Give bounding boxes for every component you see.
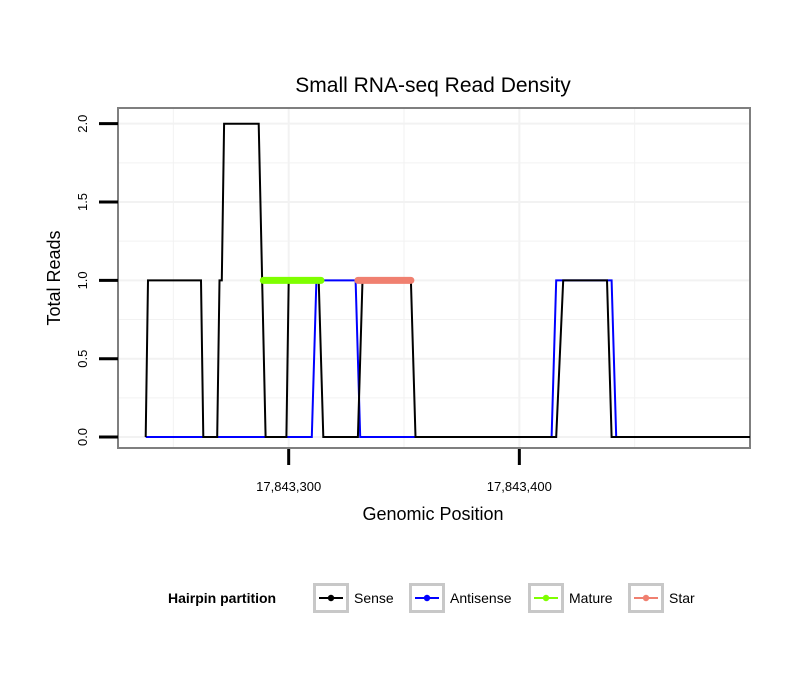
legend-key-dot [542,594,550,602]
series-antisense-line [145,279,693,438]
legend-label-antisense: Antisense [450,590,512,606]
legend-label-sense: Sense [354,590,394,606]
legend-key-dot [423,594,431,602]
grid [118,108,751,448]
x-tick-label: 17,843,300 [256,479,321,494]
legend-label-star: Star [669,590,695,606]
x-axis: 17,843,300 17,843,400 [256,449,552,494]
y-tick-label: 0.5 [75,350,90,368]
y-axis-title: Total Reads [44,230,64,325]
y-tick-label: 0.0 [75,428,90,446]
y-tick-label: 1.0 [75,271,90,289]
legend-key-dot [642,594,650,602]
legend-label-mature: Mature [569,590,613,606]
legend: Hairpin partition Sense Antisense Mature St… [168,583,695,613]
x-axis-title: Genomic Position [362,504,503,524]
legend-title: Hairpin partition [168,590,276,606]
x-tick-label: 17,843,400 [487,479,552,494]
y-tick-label: 1.5 [75,193,90,211]
y-axis: 0.0 0.5 1.0 1.5 2.0 [75,115,118,446]
chart-title: Small RNA-seq Read Density [295,74,571,97]
y-tick-label: 2.0 [75,115,90,133]
plot-panel-border [117,107,751,449]
legend-key-dot [327,594,335,602]
series-layer [144,122,750,438]
